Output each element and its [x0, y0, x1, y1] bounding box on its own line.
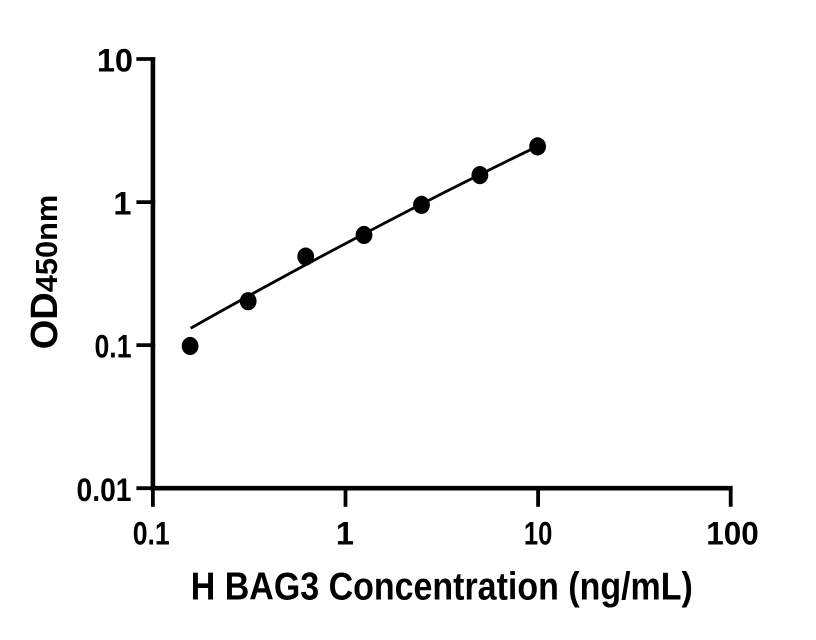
- svg-text:1: 1: [336, 516, 354, 552]
- svg-text:10: 10: [97, 43, 133, 79]
- svg-text:10: 10: [524, 516, 553, 552]
- svg-text:0.1: 0.1: [95, 329, 132, 365]
- svg-text:100: 100: [706, 516, 759, 552]
- svg-text:OD450nm: OD450nm: [24, 195, 66, 350]
- svg-text:0.01: 0.01: [77, 472, 132, 508]
- svg-text:0.1: 0.1: [133, 516, 170, 552]
- svg-text:H BAG3 Concentration (ng/mL): H BAG3 Concentration (ng/mL): [191, 566, 693, 609]
- svg-text:1: 1: [113, 185, 131, 221]
